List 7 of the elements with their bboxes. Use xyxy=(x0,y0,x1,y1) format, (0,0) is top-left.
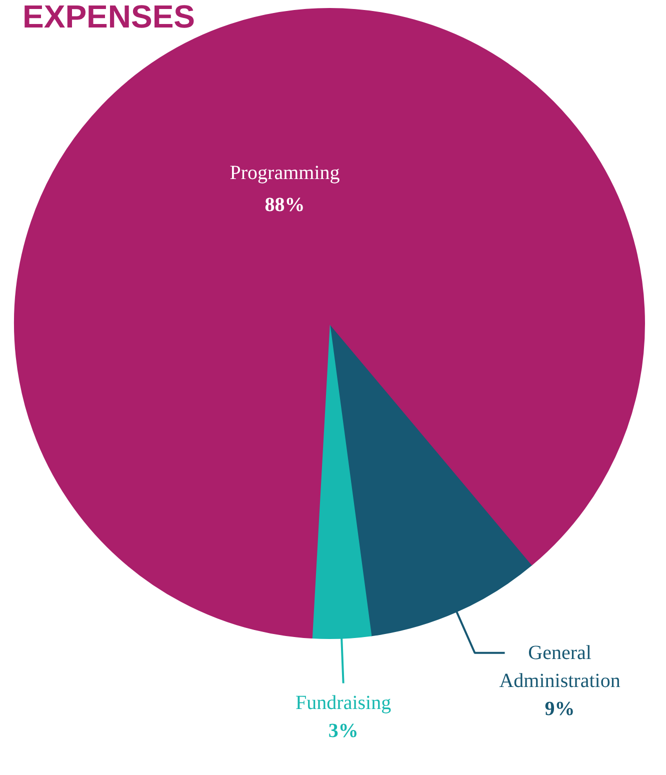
data-label: 9% xyxy=(544,698,575,720)
chart-title: EXPENSES xyxy=(22,0,196,34)
data-label: 3% xyxy=(328,720,358,742)
slice-label: Fundraising xyxy=(296,692,392,714)
slice-label: General Administration xyxy=(499,642,620,692)
slice-label: Programming xyxy=(230,162,340,184)
data-label: 88% xyxy=(264,194,305,216)
